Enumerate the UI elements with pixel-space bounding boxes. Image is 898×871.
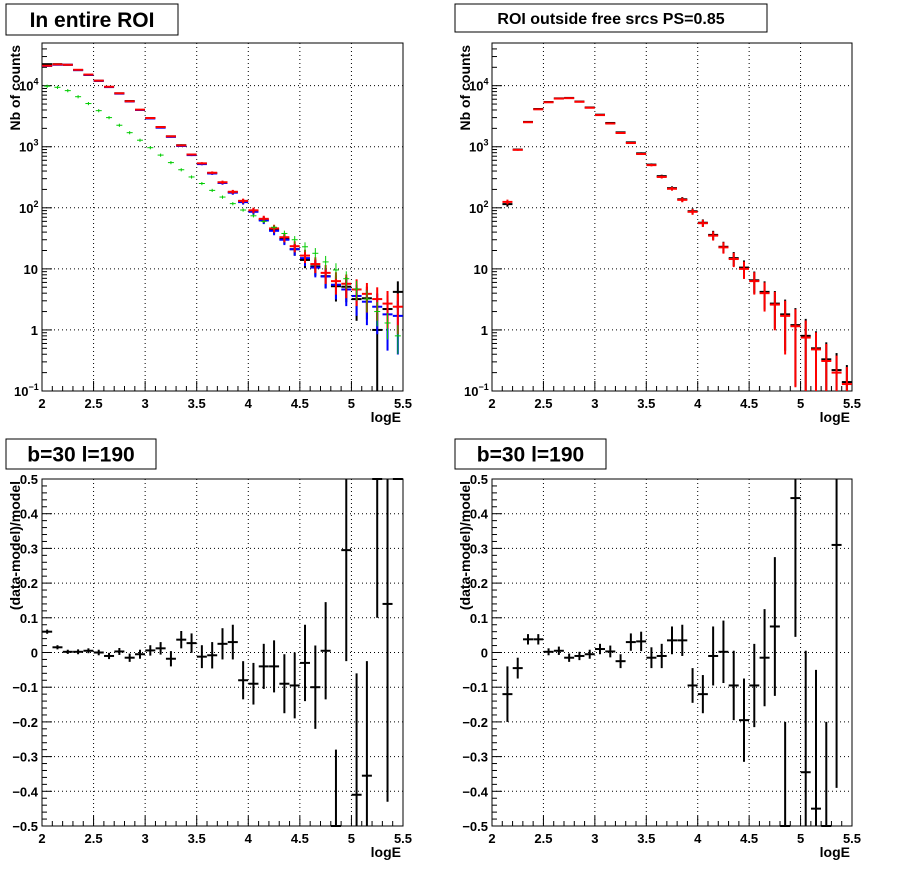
x-axis-title: logE [820,409,850,425]
title-box [454,3,768,33]
y-tick-label: −0.1 [12,680,38,695]
x-tick-label: 5.5 [394,396,412,411]
panel-2: 2 2.5 3 3.5 4 4.5 5 5.5 10−1 1 10 102 103 104 logE Nb o… [454,3,861,425]
y-tick-label: 103 [469,138,488,155]
y-tick-label: 0.1 [20,611,38,626]
chart-title: ROI outside free srcs PS=0.85 [497,11,724,28]
series-2 [502,97,852,391]
plot-frame [491,42,853,392]
x-tick-label: 5.5 [843,831,861,846]
x-tick-label: 4 [694,396,702,411]
y-axis-title: (data-model)/model [7,481,23,610]
x-tick-label: 3 [142,831,149,846]
y-tick-label: 1 [481,323,488,338]
x-tick-label: 5 [797,396,804,411]
y-tick-label: −0.2 [12,715,38,730]
x-axis-title: logE [820,844,850,860]
y-axis-title: (data-model)/model [457,481,473,610]
x-tick-label: 3.5 [637,831,655,846]
y-tick-label: 0.5 [470,472,488,487]
x-tick-label: 3.5 [188,396,206,411]
x-tick-label: 5 [797,831,804,846]
series-1 [502,96,852,391]
y-tick-label: 102 [19,199,38,216]
x-axis-title: logE [371,844,401,860]
y-tick-label: −0.5 [12,819,38,834]
y-tick-label: 104 [19,77,38,94]
x-tick-label: 4.5 [291,396,309,411]
y-tick-label: 0.2 [470,576,488,591]
y-tick-label: −0.2 [462,715,488,730]
x-tick-label: 3.5 [637,396,655,411]
y-tick-label: 0.4 [20,507,39,522]
series-1 [42,478,403,827]
series-1 [502,479,842,827]
x-tick-label: 2 [38,831,45,846]
series-4 [44,84,401,355]
y-tick-label: −0.3 [12,750,38,765]
y-axis-title: Nb of counts [7,45,23,131]
y-tick-label: 10 [24,262,38,277]
x-tick-label: 2 [488,831,495,846]
y-tick-label: 102 [469,199,488,216]
x-tick-label: 5.5 [394,831,412,846]
x-tick-label: 2 [488,396,495,411]
panel-1: 2 2.5 3 3.5 4 4.5 5 5.5 10−1 1 10 102 103 104 logE Nb o… [5,3,412,425]
y-tick-label: 0.3 [470,541,488,556]
y-tick-label: −0.4 [462,784,488,799]
x-tick-label: 3 [591,831,598,846]
x-tick-label: 2.5 [85,396,103,411]
y-tick-label: 1 [31,323,38,338]
x-tick-label: 3 [591,396,598,411]
y-tick-label: −0.4 [12,784,38,799]
chart-title: b=30 l=190 [477,444,584,467]
y-tick-label: 0.2 [20,576,38,591]
y-tick-label: −0.3 [462,750,488,765]
x-tick-label: 2.5 [85,831,103,846]
chart-title: In entire ROI [30,9,155,32]
series-2 [42,63,403,355]
chart-title: b=30 l=190 [27,444,134,467]
x-tick-label: 4 [245,396,253,411]
x-tick-label: 5.5 [843,396,861,411]
series-3 [42,63,403,335]
y-axis-title: Nb of counts [457,45,473,131]
y-tick-label: 10−1 [14,382,39,399]
y-tick-label: 103 [19,138,38,155]
plot-frame [41,42,404,392]
y-tick-label: 0.4 [470,507,489,522]
title-box [5,438,157,470]
y-tick-label: 0.5 [20,472,38,487]
x-tick-label: 2.5 [534,396,552,411]
y-tick-label: 0.1 [470,611,488,626]
x-tick-label: 2.5 [534,831,552,846]
x-tick-label: 5 [348,396,355,411]
y-tick-label: −0.5 [462,819,488,834]
x-tick-label: 3 [142,396,149,411]
title-box [5,3,179,36]
y-tick-label: −0.1 [462,680,488,695]
x-tick-label: 4.5 [740,831,758,846]
x-axis-title: logE [371,409,401,425]
x-tick-label: 3.5 [188,831,206,846]
x-tick-label: 4 [694,831,702,846]
x-tick-label: 4.5 [740,396,758,411]
panel-3: 2 2.5 3 3.5 4 4.5 5 5.5 −0.5 −0.4 −0.3 −0.2 −0.1 0 0.1… [5,438,412,860]
series-1 [42,63,403,391]
x-tick-label: 4.5 [291,831,309,846]
x-tick-label: 4 [245,831,253,846]
y-tick-label: 10 [474,262,488,277]
y-tick-label: 104 [469,77,488,94]
title-box [454,438,607,470]
y-tick-label: 0 [31,646,38,661]
x-tick-label: 5 [348,831,355,846]
y-tick-label: 0 [481,646,488,661]
x-tick-label: 2 [38,396,45,411]
y-tick-label: 0.3 [20,541,38,556]
y-tick-label: 10−1 [464,382,489,399]
panel-4: 2 2.5 3 3.5 4 4.5 5 5.5 −0.5 −0.4 −0.3 −0.2 −0.1 0 0.1… [454,438,861,860]
